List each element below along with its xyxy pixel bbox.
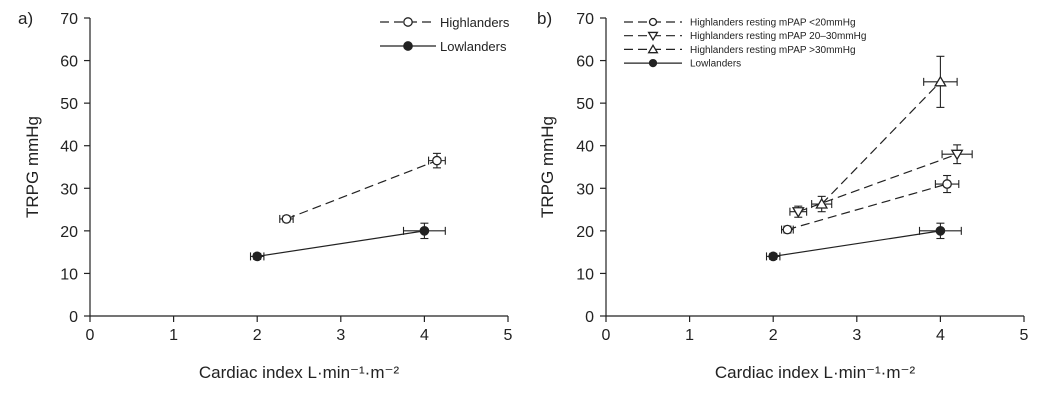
panel-a-y-tick-label: 30 [60, 181, 78, 198]
panel-b-x-tick-label: 5 [1020, 327, 1029, 344]
legend-label: Highlanders resting mPAP <20mmHg [690, 18, 856, 29]
panel-b-series-highlanders-resting-mpap-30mmhg-point [815, 197, 829, 209]
panel-a-series-highlanders [279, 152, 446, 224]
legend-marker [403, 41, 413, 51]
panel-a-y-tick-label: 20 [60, 224, 78, 241]
panel-b-series-lowlanders [765, 222, 962, 262]
panel-b-series-highlanders-resting-mpap-30mmhg-line [821, 81, 941, 205]
panel-a-y-axis-label: TRPG mmHg [23, 116, 42, 218]
panel-a-legend: Highlanders Lowlanders [380, 15, 510, 54]
panel-b-legend: Highlanders resting mPAP <20mmHg Highland… [624, 18, 866, 70]
panel-a-series-highlanders-point [281, 214, 292, 224]
panel-a-y-tick-label: 40 [60, 139, 78, 156]
panel-b-series-highlanders-resting-mpap-30mmhg-point [934, 75, 947, 87]
panel-a-y-tick-label: 60 [60, 54, 78, 71]
panel-a-x-tick-label: 3 [336, 327, 345, 344]
panel-b-x-tick-label: 3 [852, 327, 861, 344]
panel-a-x-tick-label: 4 [420, 327, 429, 344]
legend-item-lowlanders: Lowlanders [624, 59, 741, 70]
legend-marker [647, 31, 659, 42]
legend-marker [648, 58, 658, 68]
legend-label: Highlanders [440, 15, 510, 30]
panel-a-y-tick-label: 10 [60, 266, 78, 283]
legend-label: Lowlanders [690, 59, 741, 70]
legend-label: Highlanders resting mPAP 20–30mmHg [690, 31, 866, 42]
panel-a-series-lowlanders-point [252, 251, 263, 262]
panel-b-y-tick-label: 10 [576, 266, 594, 283]
panel-b-y-tick-label: 30 [576, 181, 594, 198]
legend-marker [648, 17, 658, 27]
panel-a-series-lowlanders-line [257, 230, 425, 257]
legend-marker [647, 43, 659, 54]
panel-a-y-tick-label: 0 [69, 309, 78, 326]
panel-b-y-tick-label: 70 [576, 11, 594, 28]
panel-b-y-axis-label: TRPG mmHg [538, 116, 557, 218]
panel-b-x-tick-label: 4 [936, 327, 945, 344]
legend-item-highlanders-resting-mpap-20mmhg: Highlanders resting mPAP <20mmHg [624, 18, 856, 29]
legend-label: Highlanders resting mPAP >30mmHg [690, 45, 856, 56]
panel-b-y-tick-label: 0 [585, 309, 594, 326]
panel-b-series-highlanders-resting-mpap-20mmhg [781, 174, 960, 235]
legend-label: Lowlanders [440, 39, 507, 54]
panel-a-series-highlanders-point [432, 155, 442, 166]
panel-a-y-tick-label: 70 [60, 11, 78, 28]
panel-b-series-highlanders-resting-mpap-30mmhg [811, 55, 958, 213]
legend-item-lowlanders: Lowlanders [380, 39, 507, 54]
panel-a-label: a) [18, 9, 33, 28]
panel-a-x-tick-label: 5 [504, 327, 513, 344]
panel-b-series-highlanders-resting-mpap-20mmhg-point [942, 179, 952, 189]
panel-b-series-lowlanders-point [768, 251, 779, 262]
panel-a-y-tick-label: 50 [60, 96, 78, 113]
panel-b-x-tick-label: 0 [602, 327, 611, 344]
panel-b-series-lowlanders-point [935, 226, 946, 236]
panel-b-series-lowlanders-line [773, 230, 941, 257]
panel-b-series-highlanders-resting-mpap-20mmhg-point [782, 224, 793, 235]
legend-marker [403, 17, 413, 27]
panel-b-x-axis-label: Cardiac index L·min⁻¹·m⁻² [715, 363, 916, 382]
panel-b-x-tick-label: 1 [685, 327, 694, 344]
panel-b-label: b) [537, 9, 552, 28]
panel-a-x-tick-label: 0 [86, 327, 95, 344]
panel-b-x-tick-label: 2 [769, 327, 778, 344]
legend-item-highlanders-resting-mpap-20-30mmhg: Highlanders resting mPAP 20–30mmHg [624, 31, 866, 42]
legend-item-highlanders-resting-mpap-30mmhg: Highlanders resting mPAP >30mmHg [624, 43, 856, 56]
panel-a-x-tick-label: 1 [169, 327, 178, 344]
panel-b-series-highlanders-resting-mpap-20-30mmhg [789, 144, 973, 218]
panel-b-y-tick-label: 50 [576, 96, 594, 113]
panel-b-series-highlanders-resting-mpap-20-30mmhg-point [791, 207, 805, 218]
panel-a-series-highlanders-line [286, 160, 438, 220]
panel-a-series-lowlanders-point [419, 226, 430, 236]
panel-a-x-axis-label: Cardiac index L·min⁻¹·m⁻² [199, 363, 400, 382]
panel-b-y-tick-label: 40 [576, 139, 594, 156]
panel-a-x-tick-label: 2 [253, 327, 262, 344]
panel-b-y-tick-label: 20 [576, 224, 594, 241]
panel-b-series-highlanders-resting-mpap-20-30mmhg-line [798, 153, 958, 213]
panel-a-series-lowlanders [249, 222, 446, 262]
panel-b-y-tick-label: 60 [576, 54, 594, 71]
panel-b-series-highlanders-resting-mpap-20-30mmhg-point [950, 149, 964, 161]
legend-item-highlanders: Highlanders [380, 15, 510, 30]
